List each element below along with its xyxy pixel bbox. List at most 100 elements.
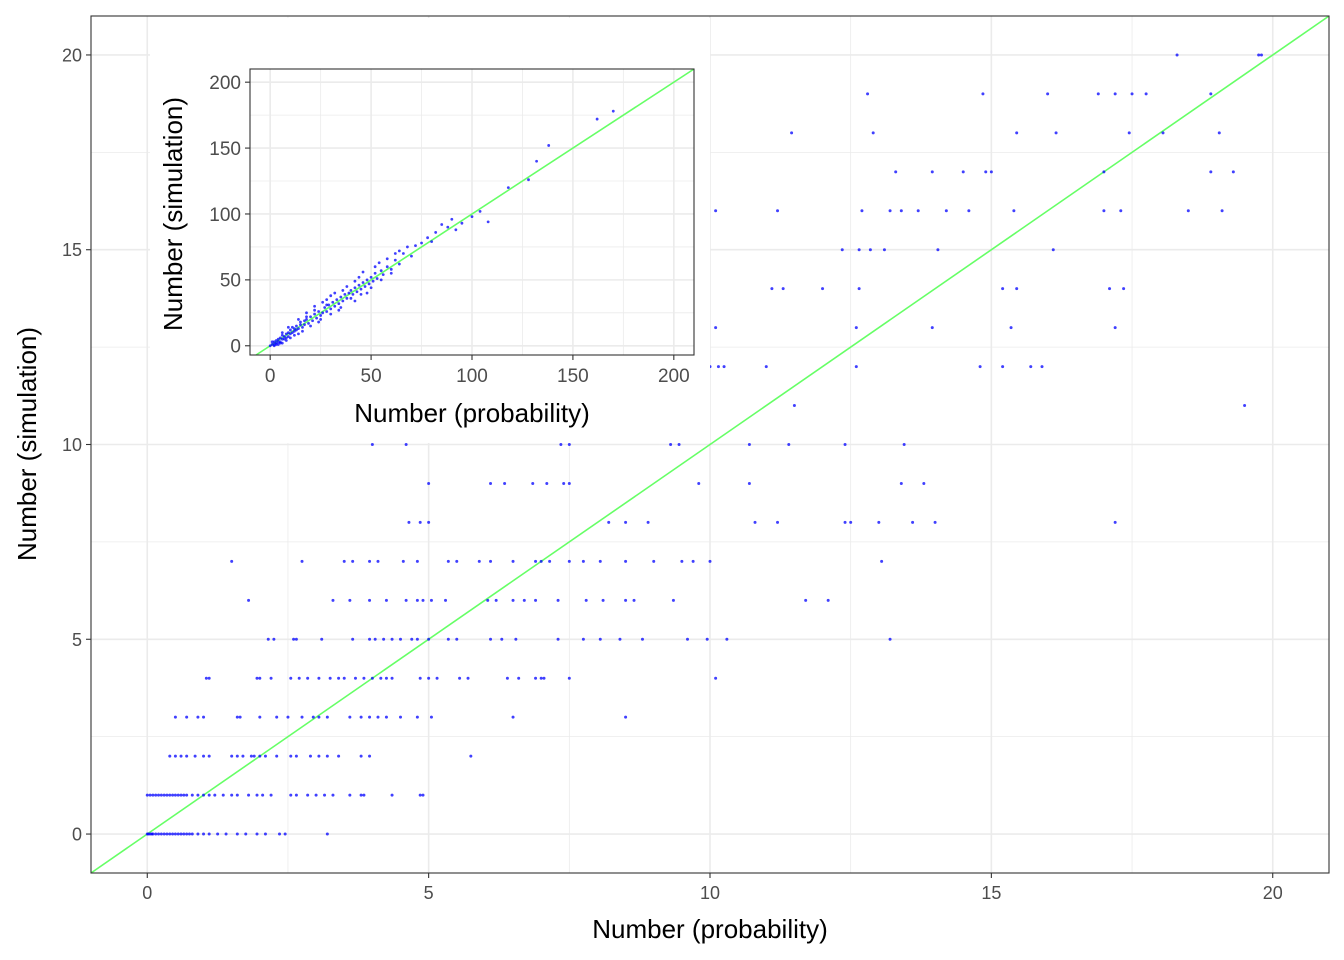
data-point bbox=[213, 793, 217, 797]
x-tick-label: 0 bbox=[142, 883, 152, 903]
data-point bbox=[1096, 92, 1100, 96]
data-point bbox=[341, 299, 345, 303]
data-point bbox=[187, 832, 191, 836]
data-point bbox=[275, 754, 279, 758]
data-point bbox=[179, 754, 183, 758]
data-point bbox=[1217, 131, 1221, 135]
data-point bbox=[162, 832, 166, 836]
data-point bbox=[691, 559, 695, 563]
data-point bbox=[313, 304, 316, 308]
data-point bbox=[397, 262, 401, 266]
data-point bbox=[362, 676, 366, 680]
data-point bbox=[389, 267, 393, 271]
data-point bbox=[370, 443, 374, 446]
data-point bbox=[159, 832, 163, 836]
data-point bbox=[353, 279, 357, 283]
data-point bbox=[444, 598, 448, 602]
data-point bbox=[595, 117, 599, 121]
data-point bbox=[542, 676, 546, 680]
data-point bbox=[936, 248, 940, 252]
data-point bbox=[202, 715, 206, 719]
data-point bbox=[235, 754, 239, 758]
data-point bbox=[284, 339, 288, 342]
data-point bbox=[776, 520, 780, 524]
data-point bbox=[857, 287, 861, 291]
data-point bbox=[840, 248, 844, 252]
data-point bbox=[418, 793, 422, 797]
data-point bbox=[517, 676, 521, 680]
data-point bbox=[804, 598, 808, 602]
data-point bbox=[1001, 365, 1005, 369]
data-point bbox=[877, 520, 881, 524]
data-point bbox=[1113, 326, 1117, 330]
data-point bbox=[280, 331, 284, 334]
data-point bbox=[230, 793, 234, 797]
data-point bbox=[1108, 287, 1112, 291]
data-point bbox=[534, 559, 538, 563]
data-point bbox=[278, 341, 282, 345]
data-point bbox=[677, 443, 681, 446]
data-point bbox=[357, 275, 361, 279]
data-point bbox=[455, 637, 459, 641]
data-point bbox=[276, 343, 280, 346]
data-point bbox=[1175, 53, 1179, 57]
data-point bbox=[202, 832, 206, 836]
data-point bbox=[221, 793, 225, 797]
data-point bbox=[202, 793, 206, 797]
y-tick-label: 0 bbox=[230, 337, 241, 358]
data-point bbox=[314, 793, 318, 797]
data-point bbox=[1127, 131, 1131, 135]
data-point bbox=[390, 793, 394, 797]
data-point bbox=[618, 637, 622, 641]
data-point bbox=[989, 170, 993, 174]
data-point bbox=[171, 832, 175, 836]
data-point bbox=[284, 332, 288, 336]
data-point bbox=[345, 296, 349, 300]
data-point bbox=[294, 754, 298, 758]
data-point bbox=[275, 715, 279, 719]
data-point bbox=[961, 170, 965, 174]
data-point bbox=[294, 637, 298, 641]
data-point bbox=[1054, 131, 1058, 135]
data-point bbox=[430, 240, 434, 244]
data-point bbox=[1040, 365, 1044, 369]
data-point bbox=[567, 559, 571, 563]
data-point bbox=[309, 324, 312, 328]
data-point bbox=[697, 481, 701, 485]
data-point bbox=[299, 323, 302, 327]
data-point bbox=[255, 793, 259, 797]
data-point bbox=[252, 754, 256, 758]
data-point bbox=[978, 365, 982, 369]
data-point bbox=[792, 404, 796, 408]
data-point bbox=[534, 676, 538, 680]
data-point bbox=[351, 637, 355, 641]
x-tick-label: 5 bbox=[424, 883, 434, 903]
data-point bbox=[545, 481, 549, 485]
data-point bbox=[486, 220, 490, 224]
data-point bbox=[269, 676, 273, 680]
data-point bbox=[933, 520, 937, 524]
data-point bbox=[770, 287, 774, 291]
data-point bbox=[337, 308, 341, 312]
data-point bbox=[548, 559, 552, 563]
data-point bbox=[500, 637, 504, 641]
data-point bbox=[327, 303, 331, 307]
data-point bbox=[826, 598, 830, 602]
data-point bbox=[559, 443, 563, 446]
data-point bbox=[534, 598, 538, 602]
data-point bbox=[477, 559, 481, 563]
data-point bbox=[418, 676, 422, 680]
y-tick-label: 5 bbox=[72, 630, 82, 650]
data-point bbox=[385, 257, 389, 261]
data-point bbox=[157, 832, 161, 836]
data-point bbox=[315, 316, 318, 320]
data-point bbox=[584, 598, 588, 602]
data-point bbox=[821, 287, 825, 291]
data-point bbox=[1130, 92, 1134, 96]
data-point bbox=[427, 481, 431, 485]
data-point bbox=[888, 637, 892, 641]
data-point bbox=[369, 275, 373, 279]
data-point bbox=[469, 754, 473, 758]
data-point bbox=[348, 793, 352, 797]
